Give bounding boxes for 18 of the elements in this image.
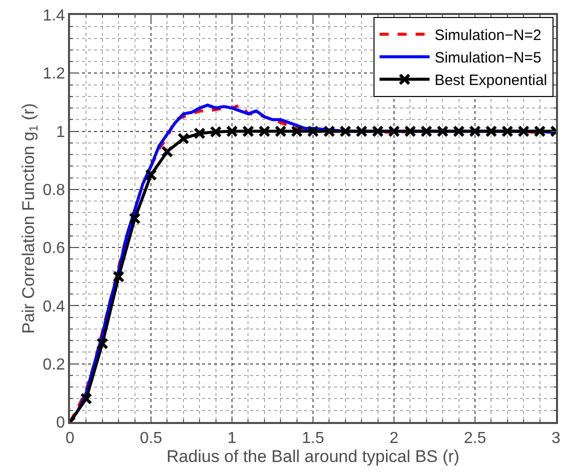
x-tick-label: 1.5 <box>302 430 324 447</box>
x-tick-label: 3 <box>552 430 561 447</box>
legend-label: Best Exponential <box>434 72 548 90</box>
y-tick-label: 0.4 <box>42 298 66 316</box>
y-tick-label: 0.2 <box>42 356 66 374</box>
y-tick-label: 1.4 <box>42 8 66 25</box>
x-tick-label: 1 <box>228 430 237 447</box>
x-tick-label: 0.5 <box>140 430 162 447</box>
y-tick-label: 1.2 <box>42 66 66 83</box>
x-tick-label: 2.5 <box>464 430 486 447</box>
legend-label: Simulation−N=2 <box>434 27 542 44</box>
y-tick-label: 0.6 <box>42 240 66 258</box>
y-tick-label: 1 <box>56 124 66 141</box>
y-tick-label: 0.8 <box>42 182 66 200</box>
x-axis-title: Radius of the Ball around typical BS (r) <box>166 446 460 466</box>
x-tick-label: 2 <box>390 430 399 447</box>
legend-label: Simulation−N=5 <box>434 50 542 67</box>
y-tick-label: 0 <box>56 414 66 432</box>
